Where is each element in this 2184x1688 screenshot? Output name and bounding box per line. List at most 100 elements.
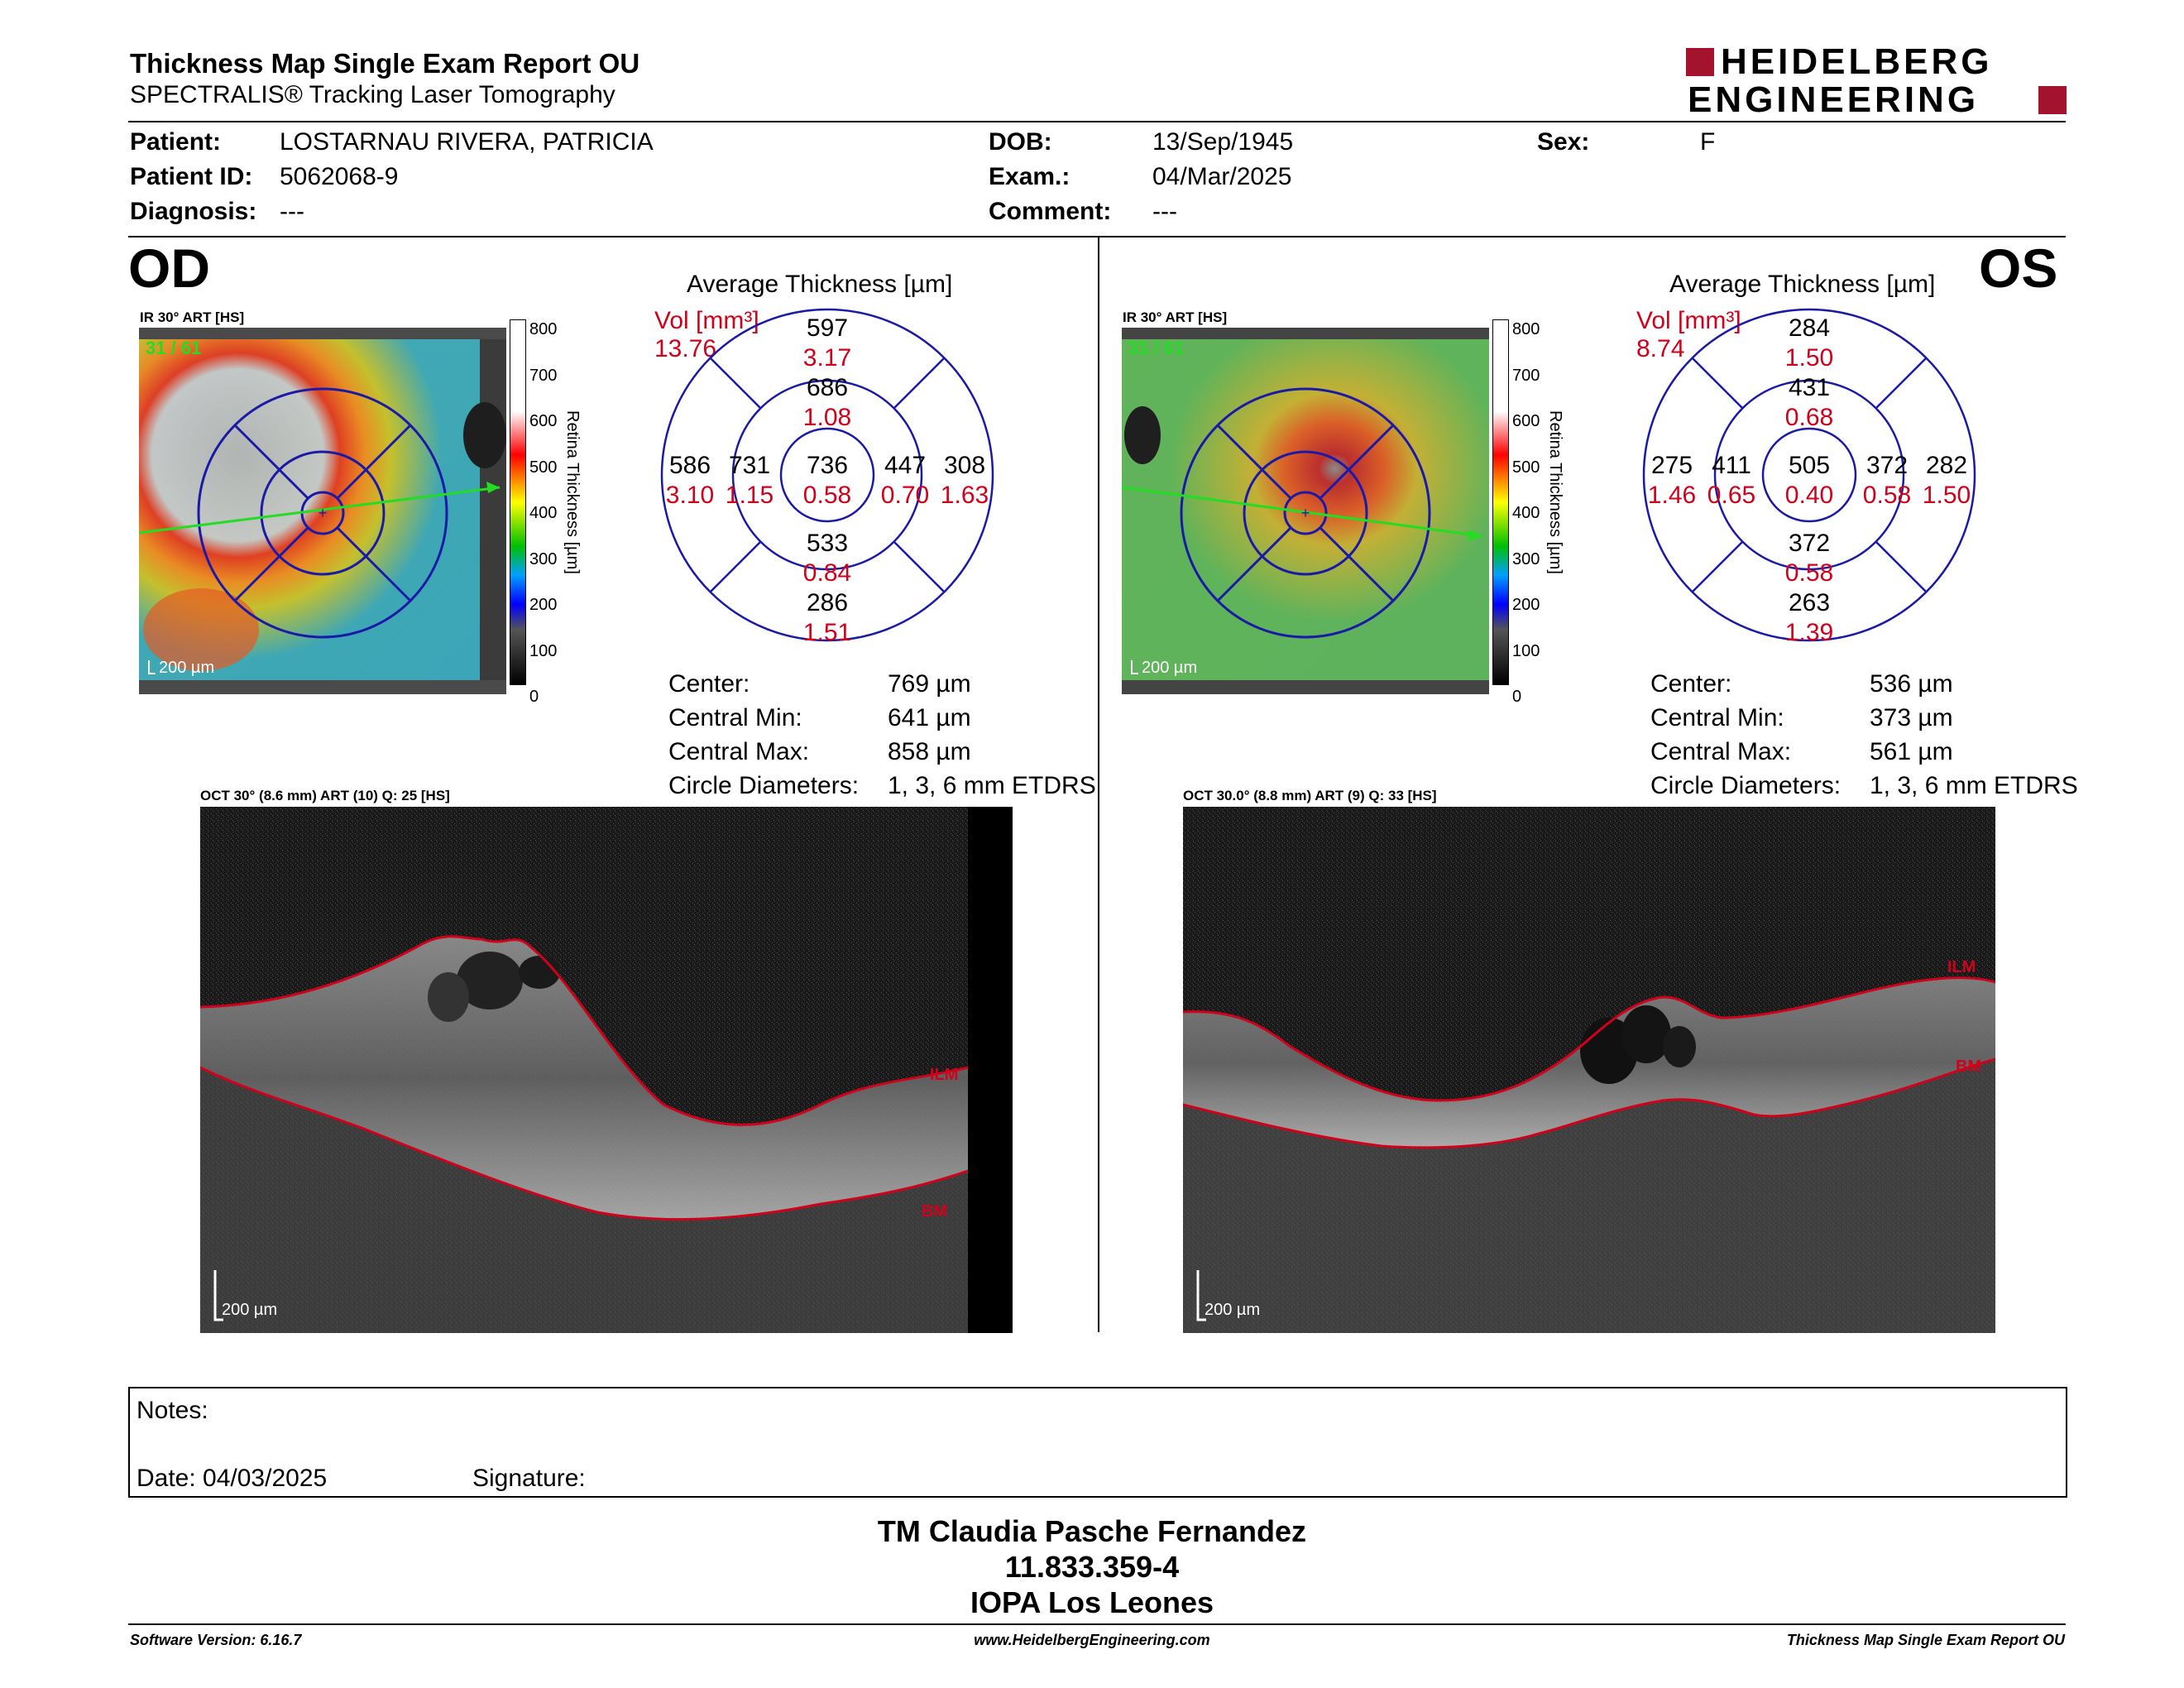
signature-name: TM Claudia Pasche Fernandez <box>877 1514 1307 1548</box>
od-thickness-map: + 31 / 61 200 µm <box>139 328 506 694</box>
od-outer-left-vol: 3.10 <box>666 482 714 509</box>
os-outer-right-vol: 1.50 <box>1923 482 1971 509</box>
od-colorbar-ticks: 800 700 600 500 400 300 200 100 0 <box>529 320 558 706</box>
os-inner-right-thickness: 372 <box>1866 452 1908 479</box>
exam-label: Exam.: <box>989 163 1070 190</box>
od-frame-counter: 31 / 61 <box>146 338 201 358</box>
svg-text:+: + <box>318 505 328 521</box>
dob-label: DOB: <box>989 128 1052 156</box>
od-oct-scale: 200 µm <box>222 1301 277 1319</box>
od-center-vol: 0.58 <box>803 482 851 509</box>
od-min-value: 641 µm <box>888 704 971 731</box>
os-inner-right-vol: 0.58 <box>1863 482 1911 509</box>
diagnosis: --- <box>280 198 304 225</box>
comment-label: Comment: <box>989 198 1112 225</box>
signature-id: 11.833.359-4 <box>1004 1550 1180 1584</box>
os-vol-label: Vol [mm³] <box>1636 307 1741 334</box>
od-oct-scan: ILM BM 200 µm <box>200 807 1013 1333</box>
report-subtitle: SPECTRALIS® Tracking Laser Tomography <box>130 81 615 108</box>
svg-text:+: + <box>1301 505 1310 521</box>
notes-box[interactable]: Notes: Date: 04/03/2025 Signature: <box>128 1387 2067 1498</box>
signature-institution: IOPA Los Leones <box>970 1585 1214 1619</box>
od-max-label: Central Max: <box>668 738 810 765</box>
od-inner-inf-thickness: 533 <box>807 530 848 557</box>
os-avg-title: Average Thickness [µm] <box>1669 271 1936 298</box>
od-vol-value: 13.76 <box>654 335 717 362</box>
patient-label: Patient: <box>130 128 222 156</box>
od-inner-right-vol: 0.70 <box>881 482 929 509</box>
od-avg-title: Average Thickness [µm] <box>687 271 953 298</box>
od-center-thickness: 736 <box>807 452 848 479</box>
os-outer-sup-vol: 1.50 <box>1785 344 1833 372</box>
os-inner-left-thickness: 411 <box>1712 452 1751 479</box>
os-inner-sup-vol: 0.68 <box>1785 404 1833 431</box>
od-outer-right-thickness: 308 <box>944 452 985 479</box>
software-version: Software Version: 6.16.7 <box>130 1632 302 1648</box>
os-vol-value: 8.74 <box>1636 335 1685 362</box>
os-center-vol: 0.40 <box>1785 482 1833 509</box>
os-outer-inf-thickness: 263 <box>1789 589 1830 616</box>
os-outer-left-vol: 1.46 <box>1648 482 1696 509</box>
notes-date: Date: 04/03/2025 <box>136 1465 328 1492</box>
logo-line2: ENGINEERING <box>1688 79 1980 120</box>
od-colorbar-title: Retina Thickness [µm] <box>563 410 582 574</box>
od-ir-label: IR 30° ART [HS] <box>140 309 245 325</box>
os-min-value: 373 µm <box>1870 704 1953 731</box>
report-title: Thickness Map Single Exam Report OU <box>130 48 640 79</box>
os-oct-scale: 200 µm <box>1205 1301 1260 1319</box>
od-diam-value: 1, 3, 6 mm ETDRS <box>888 772 1096 799</box>
os-outer-sup-thickness: 284 <box>1789 314 1830 342</box>
os-etdrs-grid: 505 0.40 431 0.68 372 0.58 411 0.65 372 … <box>1642 308 1976 642</box>
od-inner-inf-vol: 0.84 <box>803 559 851 587</box>
os-center-label: Center: <box>1650 670 1732 698</box>
os-center-thickness: 505 <box>1789 452 1830 479</box>
os-max-label: Central Max: <box>1650 738 1792 765</box>
os-min-label: Central Min: <box>1650 704 1784 731</box>
patient-name: LOSTARNAU RIVERA, PATRICIA <box>280 128 654 156</box>
os-colorbar <box>1492 319 1509 685</box>
heidelberg-logo: HEIDELBERG ENGINEERING <box>1686 41 2067 120</box>
signature-label: Signature: <box>472 1465 586 1492</box>
sex-label: Sex: <box>1537 128 1590 156</box>
od-label: OD <box>128 237 210 299</box>
os-diam-label: Circle Diameters: <box>1650 772 1842 799</box>
os-max-value: 561 µm <box>1870 738 1953 765</box>
od-inner-left-thickness: 731 <box>729 452 770 479</box>
od-max-value: 858 µm <box>888 738 971 765</box>
od-inner-sup-thickness: 686 <box>807 374 848 401</box>
os-colorbar-title: Retina Thickness [µm] <box>1546 410 1564 574</box>
patient-id: 5062068-9 <box>280 163 399 190</box>
os-thickness-map: + 31 / 61 200 µm <box>1122 328 1489 694</box>
od-ilm-label: ILM <box>930 1066 958 1084</box>
od-min-label: Central Min: <box>668 704 802 731</box>
os-inner-inf-vol: 0.58 <box>1785 559 1833 587</box>
os-map-scale: 200 µm <box>1142 659 1197 677</box>
od-inner-sup-vol: 1.08 <box>803 404 851 431</box>
od-outer-left-thickness: 586 <box>669 452 711 479</box>
od-oct-label: OCT 30° (8.6 mm) ART (10) Q: 25 [HS] <box>200 788 450 803</box>
os-label: OS <box>1979 237 2058 299</box>
od-outer-sup-vol: 3.17 <box>803 344 851 372</box>
diagnosis-label: Diagnosis: <box>130 198 257 225</box>
od-vol-label: Vol [mm³] <box>654 307 759 334</box>
os-colorbar-ticks: 800 700 600 500 400 300 200 100 0 <box>1512 320 1540 706</box>
os-frame-counter: 31 / 61 <box>1128 338 1184 358</box>
os-inner-left-vol: 0.65 <box>1707 482 1755 509</box>
os-outer-left-thickness: 275 <box>1651 452 1693 479</box>
os-oct-scan: ILM BM 200 µm <box>1183 807 1995 1333</box>
od-colorbar <box>510 319 526 685</box>
os-ilm-label: ILM <box>1947 958 1976 976</box>
os-center-value: 536 µm <box>1870 670 1953 698</box>
od-center-value: 769 µm <box>888 670 971 698</box>
od-diam-label: Circle Diameters: <box>668 772 860 799</box>
os-outer-right-thickness: 282 <box>1926 452 1967 479</box>
sex: F <box>1700 128 1716 156</box>
website-link[interactable]: www.HeidelbergEngineering.com <box>974 1632 1210 1648</box>
exam-date: 04/Mar/2025 <box>1152 163 1292 190</box>
dob: 13/Sep/1945 <box>1152 128 1294 156</box>
comment: --- <box>1152 198 1177 225</box>
od-etdrs-grid: 736 0.58 686 1.08 533 0.84 731 1.15 447 … <box>660 308 994 642</box>
logo-line1: HEIDELBERG <box>1721 41 1993 82</box>
od-inner-left-vol: 1.15 <box>726 482 774 509</box>
os-oct-label: OCT 30.0° (8.8 mm) ART (9) Q: 33 [HS] <box>1183 788 1437 803</box>
